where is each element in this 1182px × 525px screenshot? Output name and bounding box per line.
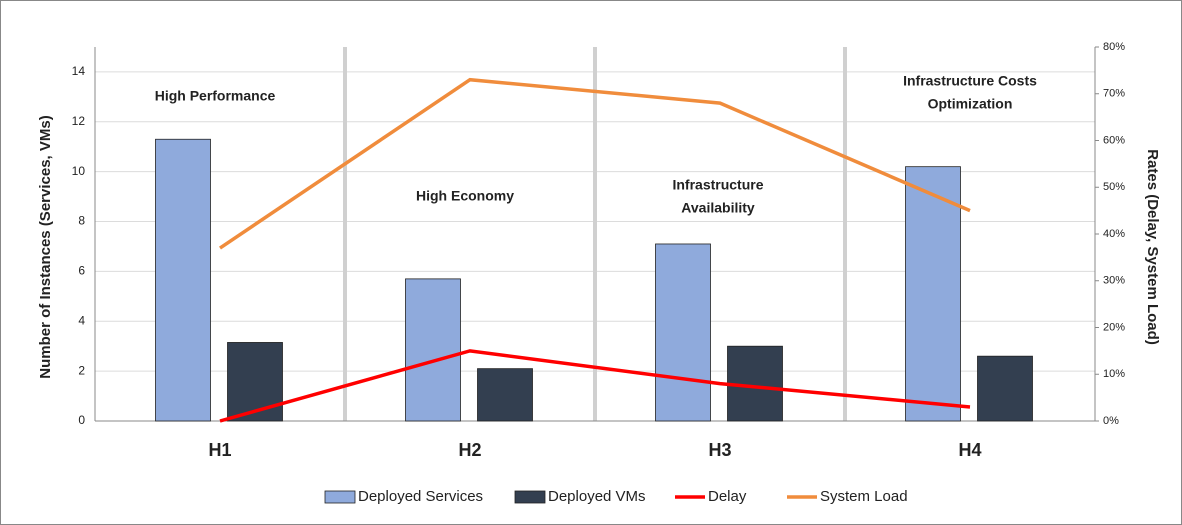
bar: [477, 368, 533, 422]
line-series: [219, 77, 971, 250]
bar: [655, 243, 711, 422]
legend-label: Deployed VMs: [548, 488, 646, 505]
legend-label: Deployed Services: [358, 488, 483, 505]
y2-tick-label: 60%: [1103, 134, 1125, 146]
legend-label: Delay: [708, 488, 747, 505]
legend-swatch: [324, 490, 356, 504]
y-tick-label: 8: [78, 214, 85, 228]
x-tick-label: H1: [208, 440, 231, 460]
y2-tick-label: 10%: [1103, 368, 1125, 380]
annotation: High Performance: [155, 88, 276, 104]
bar: [405, 278, 461, 422]
x-tick-label: H3: [708, 440, 731, 460]
legend-label: System Load: [820, 488, 908, 505]
y-axis-label: Number of Instances (Services, VMs): [37, 115, 54, 378]
annotation: Infrastructure: [672, 177, 763, 193]
line-series: [219, 349, 971, 423]
y-tick-label: 14: [72, 64, 86, 78]
annotation: Infrastructure Costs: [903, 73, 1037, 89]
y2-axis-label: Rates (Delay, System Load): [1144, 149, 1161, 345]
annotation: Availability: [681, 200, 755, 216]
y2-tick-label: 20%: [1103, 321, 1125, 333]
y-tick-label: 10: [72, 164, 86, 178]
bar: [155, 138, 211, 422]
y-tick-label: 2: [78, 363, 85, 377]
y-tick-label: 12: [72, 114, 86, 128]
bar: [227, 342, 283, 422]
annotation: Optimization: [928, 96, 1013, 112]
bar: [977, 355, 1033, 422]
x-tick-label: H2: [458, 440, 481, 460]
y2-tick-label: 40%: [1103, 228, 1125, 240]
y2-tick-label: 0%: [1103, 415, 1119, 427]
y-tick-label: 6: [78, 264, 85, 278]
y2-tick-label: 70%: [1103, 88, 1125, 100]
y2-tick-label: 30%: [1103, 275, 1125, 287]
y2-tick-label: 50%: [1103, 181, 1125, 193]
annotation: High Economy: [416, 188, 514, 204]
bar: [905, 166, 961, 422]
y-tick-label: 4: [78, 313, 85, 327]
y2-tick-label: 80%: [1103, 41, 1125, 53]
x-tick-label: H4: [958, 440, 981, 460]
legend-swatch: [514, 490, 546, 504]
y-tick-label: 0: [78, 413, 85, 427]
